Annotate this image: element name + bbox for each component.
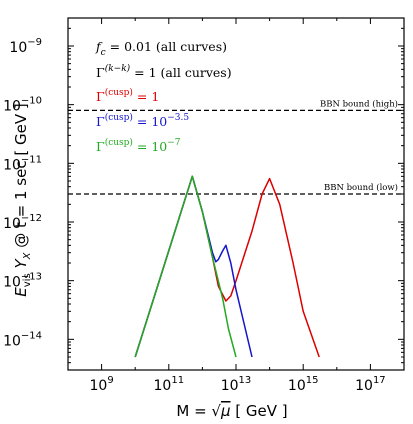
y-axis-title: Evis YX @ t = 1 sec [ GeV ] — [12, 103, 33, 296]
ticks: 109 1011 1013 1015 1017 10−9 10−10 10−11 10−12 10… — [3, 17, 405, 394]
x-axis-title: M = √μ [ GeV ] — [176, 402, 287, 420]
y-tick-label: 10−10 — [3, 96, 42, 115]
legend-entry-3: Γ(cusp) = 10−7 — [96, 137, 181, 154]
x-tick-label: 109 — [89, 375, 113, 394]
series-group — [134, 175, 320, 358]
y-tick-label: 10−12 — [3, 213, 42, 232]
series-line-2 — [134, 175, 253, 358]
y-tick-label: 10−9 — [9, 37, 42, 56]
x-tick-label: 1013 — [221, 375, 252, 394]
legend-entry-1: Γ(cusp) = 1 — [96, 87, 159, 104]
bbn-bound-label: BBN bound (high) — [320, 98, 398, 109]
y-axis-title-text: Evis YX @ t = 1 sec [ GeV ] — [12, 103, 33, 296]
series-line-1 — [134, 175, 320, 358]
y-tick-label: 10−14 — [3, 330, 42, 349]
legend: fc = 0.01 (all curves) Γ(k−k) = 1 (all cu… — [95, 39, 232, 154]
x-tick-label: 1017 — [355, 375, 386, 394]
legend-entry-2: Γ(cusp) = 10−3.5 — [96, 112, 189, 129]
bbn-bounds: BBN bound (high) BBN bound (low) — [68, 98, 404, 195]
x-axis-title-text: M = √μ [ GeV ] — [176, 402, 287, 420]
series-line-3 — [134, 175, 237, 358]
y-tick-label: 10−11 — [3, 154, 42, 173]
bbn-bound-label: BBN bound (low) — [324, 182, 398, 193]
x-tick-label: 1015 — [288, 375, 319, 394]
annotation-gamma-kk: Γ(k−k) = 1 (all curves) — [96, 63, 232, 80]
annotation-fc: fc = 0.01 (all curves) — [95, 39, 227, 58]
x-tick-label: 1011 — [154, 375, 185, 394]
y-tick-label: 10−13 — [3, 272, 42, 291]
